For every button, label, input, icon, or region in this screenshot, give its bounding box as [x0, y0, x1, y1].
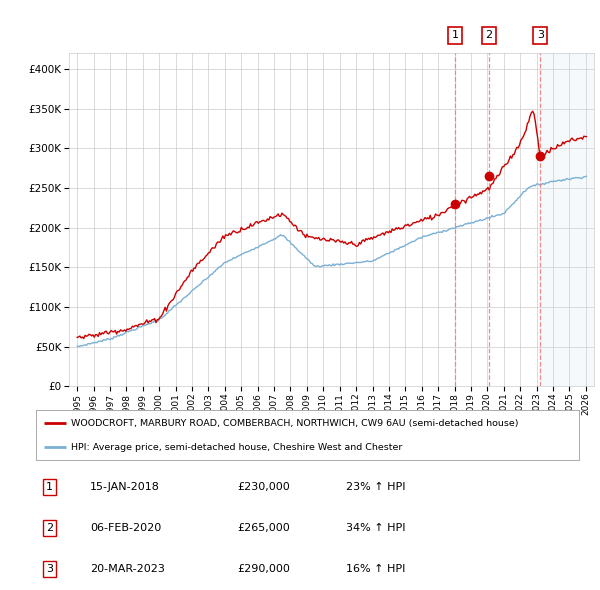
Text: £290,000: £290,000 [237, 564, 290, 574]
Text: 06-FEB-2020: 06-FEB-2020 [91, 523, 161, 533]
Text: 15-JAN-2018: 15-JAN-2018 [91, 482, 160, 492]
Text: 16% ↑ HPI: 16% ↑ HPI [346, 564, 405, 574]
Text: 1: 1 [46, 482, 53, 492]
Bar [540, 53, 594, 386]
Text: 2: 2 [485, 31, 493, 40]
Text: 3: 3 [46, 564, 53, 574]
Text: £265,000: £265,000 [237, 523, 290, 533]
Text: 34% ↑ HPI: 34% ↑ HPI [346, 523, 405, 533]
Text: 23% ↑ HPI: 23% ↑ HPI [346, 482, 405, 492]
Text: 20-MAR-2023: 20-MAR-2023 [91, 564, 165, 574]
Text: 3: 3 [536, 31, 544, 40]
Text: 2: 2 [46, 523, 53, 533]
Text: 1: 1 [452, 31, 459, 40]
Text: £230,000: £230,000 [237, 482, 290, 492]
Text: WOODCROFT, MARBURY ROAD, COMBERBACH, NORTHWICH, CW9 6AU (semi-detached house): WOODCROFT, MARBURY ROAD, COMBERBACH, NOR… [71, 418, 519, 428]
Text: HPI: Average price, semi-detached house, Cheshire West and Chester: HPI: Average price, semi-detached house,… [71, 442, 403, 452]
